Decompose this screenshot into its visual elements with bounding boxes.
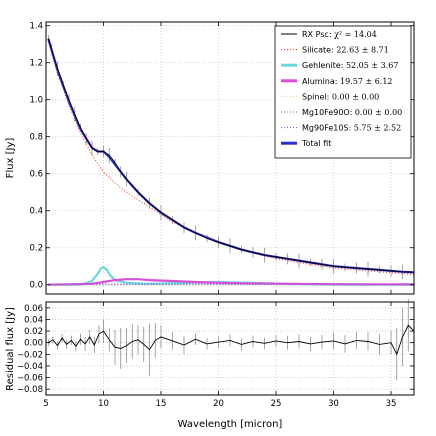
legend-label-gehlenite: Gehlenite: 52.05 ± 3.67 xyxy=(302,61,398,70)
residual-axes-frame xyxy=(45,301,415,396)
x-axis-label: Wavelength [micron] xyxy=(178,419,283,430)
residual-xtick-label: 25 xyxy=(271,399,282,409)
legend-label-total-fit: Total fit xyxy=(301,139,331,148)
legend-label-silicate: Silicate: 22.63 ± 8.71 xyxy=(302,46,389,55)
legend-value: 52.05 ± 3.67 xyxy=(346,61,399,70)
series-observed xyxy=(47,38,415,273)
residual-xtick-label: 20 xyxy=(213,399,224,409)
legend-entries: RX Psc: χ² = 14.04 Silicate: 22.63 ± 8.71… xyxy=(281,30,402,148)
residual-ytick-label: −0.02 xyxy=(17,350,43,360)
flux-ytick-label: 0.8 xyxy=(29,133,43,143)
legend-label-mg90fe10s: Mg90Fe10S: 5.75 ± 2.52 xyxy=(302,124,401,133)
legend-value: 0.00 ± 0.00 xyxy=(332,92,379,101)
legend-value: 5.75 ± 2.52 xyxy=(354,124,401,133)
flux-ytick-label: 0.2 xyxy=(29,244,43,254)
residual-ytick-label: −0.06 xyxy=(17,374,43,384)
residual-ytick-label: 0.06 xyxy=(24,304,43,314)
flux-ytick-label: 1.2 xyxy=(29,59,43,69)
legend-label-mg10fe90o: Mg10Fe90O: 0.00 ± 0.00 xyxy=(302,108,402,117)
legend-box xyxy=(274,25,412,159)
flux-axes-frame xyxy=(45,21,415,295)
residual-xtick-label: 5 xyxy=(43,399,48,409)
residual-xtick-label: 35 xyxy=(386,399,397,409)
residual-xtick-label: 30 xyxy=(328,399,339,409)
legend-label-observed: RX Psc: χ² = 14.04 xyxy=(302,30,377,39)
residual-ytick-label: 0.00 xyxy=(24,339,43,349)
legend-label-spinel: Spinel: 0.00 ± 0.00 xyxy=(302,92,379,101)
flux-panel: 0.0 0.2 0.4 0.6 0.8 1.0 1.2 1.4 Flux [Jy] RX Ps… xyxy=(5,21,415,295)
flux-y-axis-label: Flux [Jy] xyxy=(5,138,16,179)
series-mg90fe10s xyxy=(48,283,415,286)
residual-ticks: 5 10 15 20 25 30 35 −0.08−0.06 −0.04 −0.020.00 0.0… xyxy=(17,302,414,409)
residual-xtick-label: 15 xyxy=(156,399,167,409)
flux-ytick-label: 0.4 xyxy=(29,207,43,217)
residual-ytick-label: −0.04 xyxy=(17,362,43,372)
flux-ticks: 0.0 0.2 0.4 0.6 0.8 1.0 1.2 1.4 xyxy=(29,22,414,294)
legend: RX Psc: χ² = 14.04 Silicate: 22.63 ± 8.71… xyxy=(274,25,412,159)
residual-ytick-label: 0.02 xyxy=(24,327,43,337)
flux-ytick-label: 1.4 xyxy=(29,22,43,32)
residual-y-axis-label: Residual flux [Jy] xyxy=(5,307,16,391)
flux-ytick-label: 0.6 xyxy=(29,170,43,180)
legend-value: 19.57 ± 6.12 xyxy=(340,77,393,86)
flux-ytick-label: 0.0 xyxy=(29,281,43,291)
residual-ytick-label: −0.08 xyxy=(17,385,43,395)
residual-ytick-label: 0.04 xyxy=(24,315,43,325)
flux-ytick-label: 1.0 xyxy=(29,96,43,106)
residual-series xyxy=(47,299,415,381)
flux-series xyxy=(47,34,415,286)
legend-label-alumina: Alumina: 19.57 ± 6.12 xyxy=(302,77,393,86)
legend-value: 22.63 ± 8.71 xyxy=(336,46,389,55)
residual-xtick-label: 10 xyxy=(98,399,109,409)
series-residual xyxy=(48,324,415,356)
residual-panel: 5 10 15 20 25 30 35 −0.08−0.06 −0.04 −0.020.00 0.0… xyxy=(5,299,415,430)
legend-chi2: χ² = 14.04 xyxy=(334,30,377,39)
legend-value: 0.00 ± 0.00 xyxy=(355,108,402,117)
